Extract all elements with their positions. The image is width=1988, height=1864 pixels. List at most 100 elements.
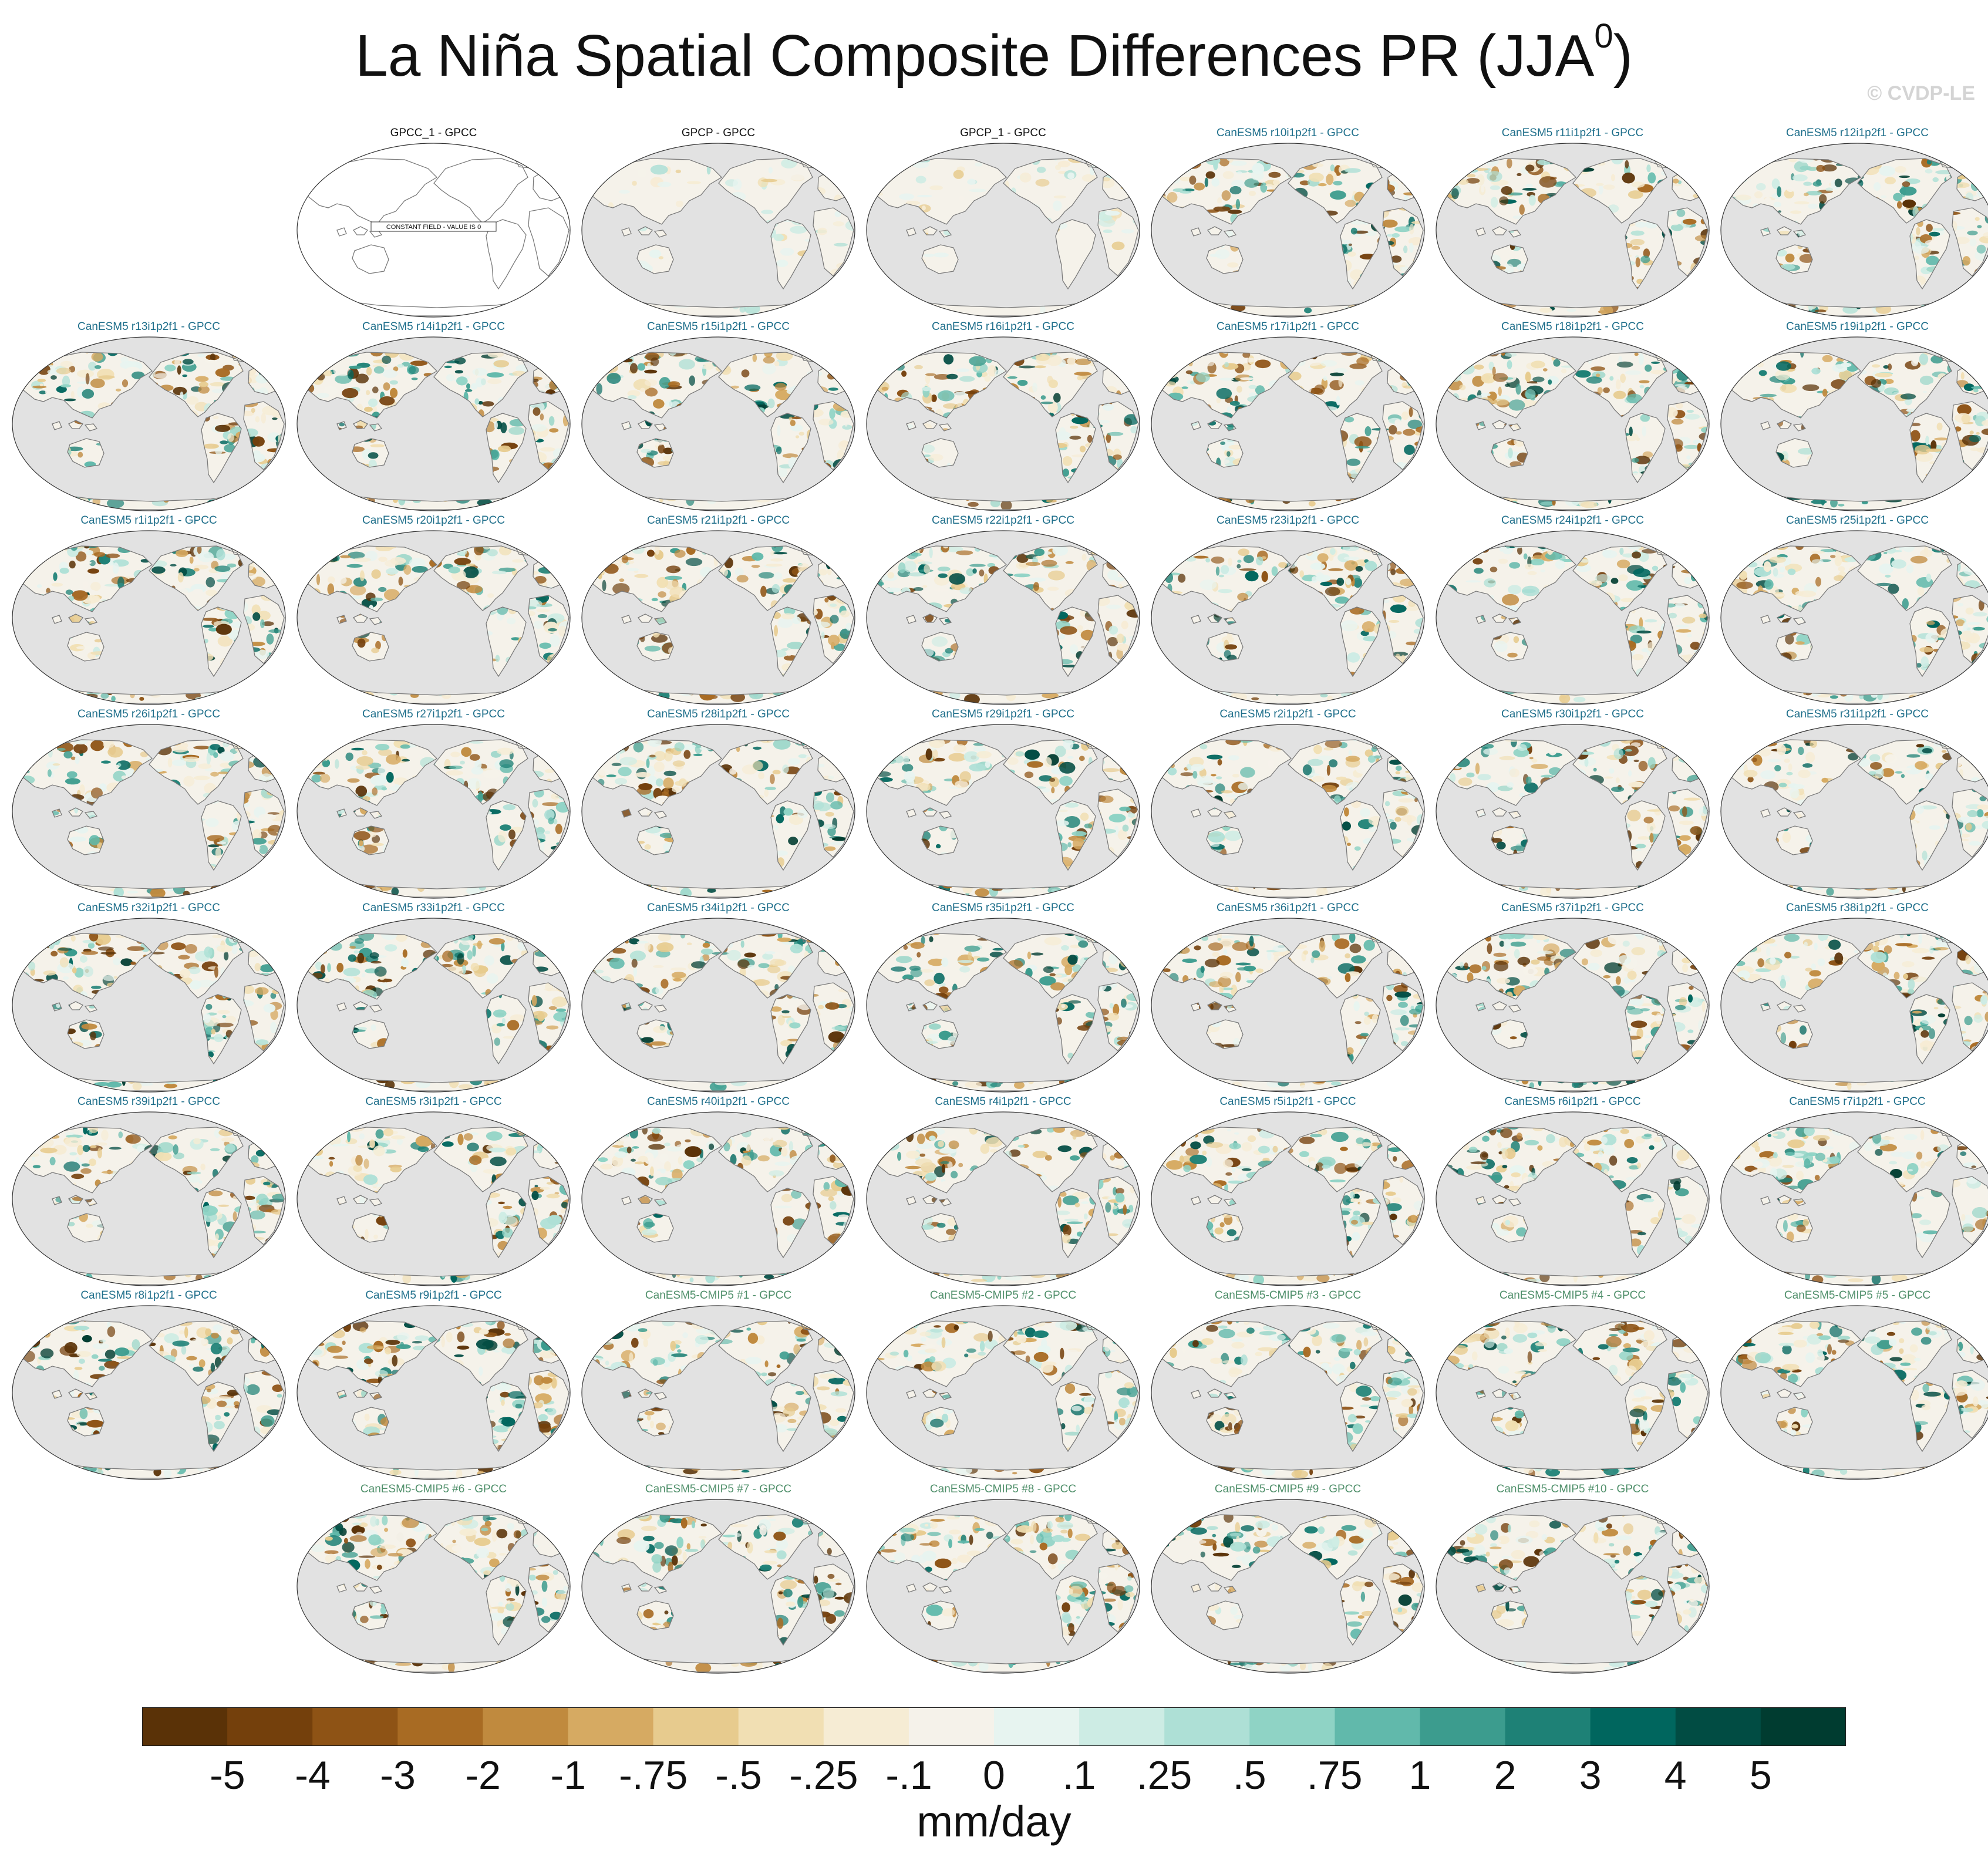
anomaly-cell bbox=[902, 301, 920, 305]
anomaly-cell bbox=[1737, 348, 1749, 352]
anomaly-cell bbox=[275, 687, 285, 698]
anomaly-cell bbox=[205, 589, 218, 596]
anomaly-cell bbox=[1227, 406, 1231, 413]
anomaly-cell bbox=[842, 171, 847, 183]
anomaly-cell bbox=[533, 621, 543, 629]
anomaly-cell bbox=[205, 577, 215, 588]
anomaly-cell bbox=[1046, 355, 1062, 366]
anomaly-cell bbox=[1057, 160, 1070, 167]
anomaly-cell bbox=[1079, 446, 1086, 453]
anomaly-cell bbox=[1812, 181, 1822, 187]
anomaly-cell bbox=[348, 369, 354, 380]
anomaly-cell bbox=[526, 681, 543, 692]
anomaly-cell bbox=[1417, 183, 1424, 193]
anomaly-cell bbox=[353, 577, 367, 587]
anomaly-cell bbox=[1794, 161, 1808, 173]
anomaly-cell bbox=[454, 357, 466, 365]
anomaly-cell bbox=[1394, 226, 1411, 232]
anomaly-cell bbox=[1802, 384, 1819, 391]
anomaly-cell bbox=[70, 390, 75, 399]
anomaly-cell bbox=[1248, 385, 1257, 389]
panel-title: CanESM5 r21i1p2f1 - GPCC bbox=[577, 513, 860, 528]
coastline-north-america bbox=[1572, 158, 1667, 224]
anomaly-cell bbox=[870, 372, 873, 379]
anomaly-cell bbox=[533, 407, 541, 416]
panel-title: CanESM5 r15i1p2f1 - GPCC bbox=[577, 319, 860, 335]
anomaly-cell bbox=[1451, 172, 1457, 181]
anomaly-cell bbox=[1704, 396, 1709, 400]
anomaly-cell bbox=[657, 461, 670, 466]
anomaly-cell bbox=[268, 353, 280, 360]
panel-title: CanESM5 r1i1p2f1 - GPCC bbox=[8, 513, 290, 528]
anomaly-cell bbox=[1090, 154, 1097, 164]
anomaly-cell bbox=[1137, 392, 1139, 399]
anomaly-cell bbox=[1539, 176, 1557, 188]
anomaly-cell bbox=[15, 651, 21, 658]
anomaly-cell bbox=[1197, 157, 1202, 161]
anomaly-cell bbox=[1731, 349, 1743, 359]
anomaly-cell bbox=[1099, 499, 1110, 507]
anomaly-cell bbox=[25, 667, 36, 672]
anomaly-cell bbox=[1067, 172, 1075, 180]
anomaly-cell bbox=[1407, 348, 1418, 353]
anomaly-cell bbox=[1347, 251, 1356, 257]
anomaly-cell bbox=[1625, 160, 1629, 169]
anomaly-cell bbox=[198, 551, 214, 562]
anomaly-cell bbox=[277, 575, 285, 580]
anomaly-cell bbox=[844, 366, 854, 373]
world-map bbox=[1151, 143, 1425, 318]
anomaly-cell bbox=[56, 348, 64, 354]
anomaly-cell bbox=[1307, 383, 1312, 394]
land-south-america bbox=[1340, 220, 1380, 289]
anomaly-cell bbox=[1690, 498, 1701, 504]
anomaly-cell bbox=[1111, 241, 1125, 251]
anomaly-cell bbox=[1047, 402, 1058, 413]
anomaly-cell bbox=[1505, 264, 1514, 275]
anomaly-cell bbox=[616, 352, 631, 355]
anomaly-cell bbox=[562, 585, 570, 589]
anomaly-cell bbox=[175, 550, 188, 557]
anomaly-cell bbox=[880, 348, 888, 357]
anomaly-cell bbox=[1923, 390, 1927, 393]
anomaly-cell bbox=[254, 353, 270, 360]
anomaly-cell bbox=[340, 555, 351, 558]
anomaly-cell bbox=[603, 358, 611, 370]
anomaly-cell bbox=[370, 444, 385, 447]
anomaly-cell bbox=[1447, 493, 1450, 497]
anomaly-cell bbox=[253, 649, 269, 659]
anomaly-cell bbox=[1222, 171, 1234, 179]
anomaly-cell bbox=[1773, 201, 1781, 208]
anomaly-cell bbox=[1674, 384, 1686, 387]
anomaly-cell bbox=[1062, 468, 1069, 477]
anomaly-cell bbox=[1734, 363, 1738, 374]
anomaly-cell bbox=[1689, 493, 1696, 503]
anomaly-cell bbox=[647, 363, 651, 368]
anomaly-cell bbox=[90, 378, 105, 388]
anomaly-cell bbox=[1134, 290, 1139, 297]
anomaly-cell bbox=[373, 366, 385, 374]
anomaly-cell bbox=[51, 582, 63, 587]
anomaly-cell bbox=[1777, 186, 1782, 197]
anomaly-cell bbox=[842, 424, 853, 430]
anomaly-cell bbox=[1822, 389, 1828, 397]
anomaly-cell bbox=[1963, 348, 1970, 352]
anomaly-cell bbox=[1407, 154, 1414, 157]
anomaly-cell bbox=[536, 549, 548, 559]
anomaly-cell bbox=[1221, 190, 1231, 201]
anomaly-cell bbox=[533, 500, 551, 504]
anomaly-cell bbox=[1492, 366, 1496, 376]
anomaly-cell bbox=[1643, 248, 1650, 258]
land-maritime-islands bbox=[907, 227, 951, 237]
anomaly-cell bbox=[1470, 303, 1484, 314]
anomaly-cell bbox=[106, 498, 124, 508]
anomaly-cell bbox=[1103, 229, 1113, 233]
anomaly-cell bbox=[317, 688, 328, 695]
anomaly-cell bbox=[1634, 352, 1639, 356]
anomaly-cell bbox=[257, 561, 265, 564]
anomaly-cell bbox=[215, 446, 223, 456]
anomaly-cell bbox=[269, 663, 285, 672]
anomaly-cell bbox=[1447, 185, 1448, 189]
panel-title: CanESM5 r19i1p2f1 - GPCC bbox=[1716, 319, 1988, 335]
anomaly-cell bbox=[1474, 364, 1484, 370]
land-eurasia bbox=[592, 159, 722, 224]
